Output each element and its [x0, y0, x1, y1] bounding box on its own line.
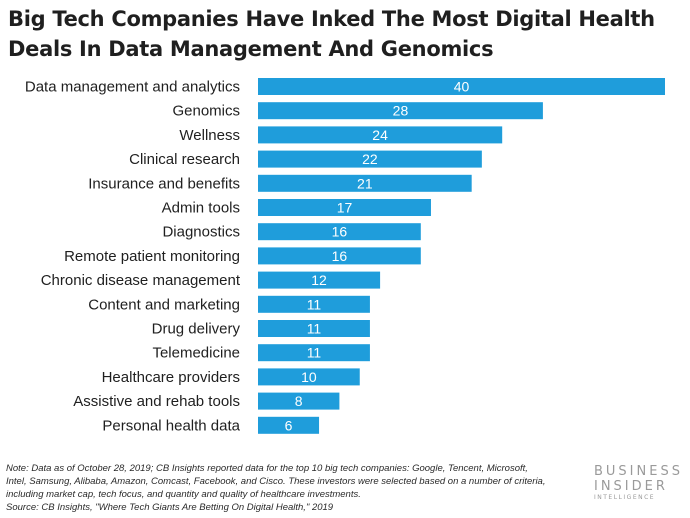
bar-value-label: 11: [307, 345, 322, 361]
category-label: Data management and analytics: [25, 79, 240, 96]
bar-value-label: 6: [285, 417, 293, 433]
bar: [258, 271, 381, 289]
bar: [258, 320, 370, 337]
category-label: Healthcare providers: [102, 369, 240, 386]
logo-line-business: BUSINESS: [594, 464, 683, 479]
bar-value-label: 11: [307, 296, 322, 312]
bar: [258, 247, 421, 265]
bar-value-label: 11: [307, 321, 322, 337]
bar: [258, 126, 503, 144]
logo-line-insider: INSIDER: [594, 479, 668, 494]
category-label: Content and marketing: [88, 296, 240, 313]
category-label: Chronic disease management: [41, 272, 241, 289]
category-label: Telemedicine: [152, 345, 240, 362]
bar-value-label: 16: [332, 248, 348, 264]
bar-value-label: 24: [372, 127, 388, 143]
category-label: Drug delivery: [152, 321, 241, 338]
bar: [258, 78, 665, 95]
bar: [258, 223, 421, 241]
category-label: Remote patient monitoring: [64, 248, 240, 265]
note-line: including market cap, tech focus, and qu…: [6, 489, 361, 500]
bar-value-label: 21: [357, 175, 373, 191]
chart-note: Note: Data as of October 28, 2019; CB In…: [6, 462, 596, 514]
bar: [258, 416, 320, 434]
bar-value-label: 12: [311, 272, 327, 288]
category-label: Genomics: [172, 103, 240, 120]
bar-value-label: 28: [393, 103, 409, 119]
bar-value-label: 10: [301, 369, 317, 385]
category-label: Insurance and benefits: [88, 175, 240, 192]
note-line: Note: Data as of October 28, 2019; CB In…: [6, 463, 528, 474]
category-label: Admin tools: [162, 200, 240, 217]
bar-value-label: 40: [454, 79, 470, 95]
bar: [258, 368, 360, 386]
bar: [258, 174, 472, 192]
category-label: Wellness: [179, 127, 240, 144]
note-line: Intel, Samsung, Alibaba, Amazon, Comcast…: [6, 476, 546, 487]
bar-value-label: 16: [332, 224, 348, 240]
bar: [258, 344, 370, 362]
chart-title: Big Tech Companies Have Inked The Most D…: [8, 7, 655, 61]
category-label: Clinical research: [129, 151, 240, 168]
bar-value-label: 22: [362, 151, 378, 167]
bar-value-label: 8: [295, 393, 303, 409]
bar: [258, 150, 482, 168]
category-label: Diagnostics: [162, 224, 240, 241]
source-line: Source: CB Insights, "Where Tech Giants …: [6, 502, 334, 513]
bar: [258, 392, 340, 410]
category-label: Personal health data: [102, 417, 240, 434]
business-insider-logo: BUSINESS INSIDER INTELLIGENCE: [594, 464, 686, 502]
bar: [258, 295, 370, 313]
bar-chart: Data management and analytics 40 Genomics 2…: [25, 78, 665, 434]
bar: [258, 199, 431, 216]
logo-line-intelligence: INTELLIGENCE: [594, 494, 656, 501]
bar: [258, 102, 543, 120]
category-label: Assistive and rehab tools: [73, 393, 240, 410]
bar-value-label: 17: [337, 200, 353, 216]
